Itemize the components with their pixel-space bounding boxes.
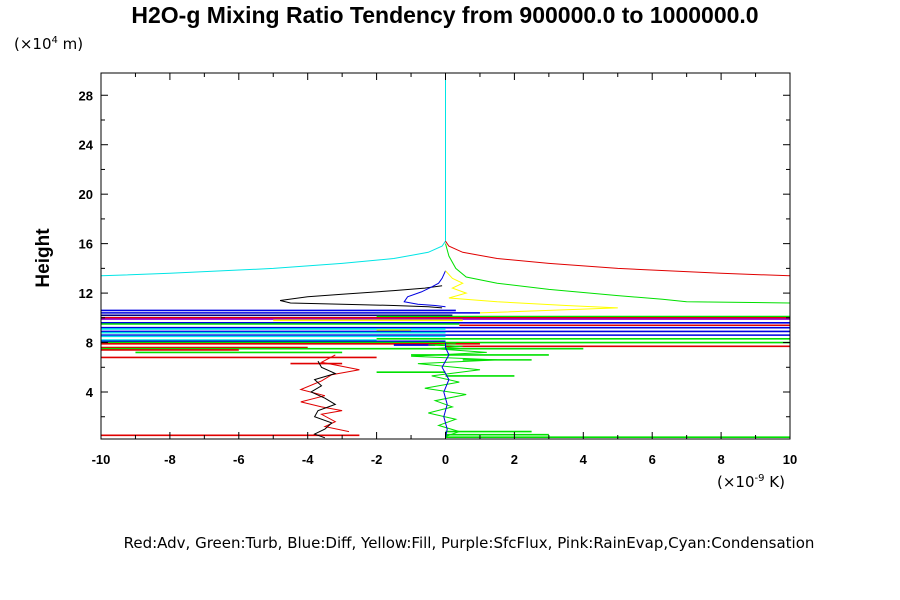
x-tick-label-2: -6: [233, 452, 245, 467]
series-line-5: [445, 270, 618, 314]
series-line-7: [310, 360, 337, 439]
y-units-suffix: m): [58, 35, 83, 53]
series-line-2: [445, 243, 791, 304]
series-line-4: [403, 270, 446, 308]
x-tick-label-6: 2: [511, 452, 518, 467]
y-tick-label-3: 16: [79, 237, 93, 252]
y-tick-label-4: 20: [79, 187, 93, 202]
x-tick-label-1: -8: [164, 452, 176, 467]
y-units-exponent: 4: [52, 35, 58, 46]
y-units-prefix: (×10: [14, 35, 52, 53]
x-axis-units: (×10-9 K): [717, 473, 785, 491]
x-tick-label-10: 10: [783, 452, 797, 467]
chart-title: H2O-g Mixing Ratio Tendency from 900000.…: [131, 2, 758, 28]
legend-text: Red:Adv, Green:Turb, Blue:Diff, Yellow:F…: [124, 534, 815, 552]
x-tick-label-5: 0: [442, 452, 449, 467]
series-line-9: [441, 342, 450, 438]
y-tick-label-1: 8: [86, 336, 93, 351]
x-units-exponent: -9: [755, 473, 765, 484]
y-axis-label: Height: [33, 228, 54, 288]
x-tick-label-0: -10: [92, 452, 111, 467]
x-tick-label-3: -4: [302, 452, 314, 467]
y-tick-label-5: 24: [79, 138, 94, 153]
series-line-0: [100, 73, 446, 277]
x-units-prefix: (×10: [717, 473, 755, 491]
y-axis-units: (×104 m): [14, 35, 83, 53]
x-tick-label-8: 6: [649, 452, 656, 467]
series-line-8: [411, 343, 498, 437]
x-tick-label-7: 4: [580, 452, 588, 467]
series-line-3: [279, 285, 443, 309]
x-units-suffix: K): [765, 473, 785, 491]
x-tick-label-4: -2: [371, 452, 383, 467]
series-line-6: [299, 354, 360, 433]
y-tick-label-6: 28: [79, 88, 93, 103]
y-tick-label-2: 12: [79, 286, 93, 301]
series-line-1: [445, 240, 791, 277]
y-tick-label-0: 4: [86, 385, 94, 400]
plot-data: [100, 73, 791, 439]
x-tick-label-9: 8: [717, 452, 724, 467]
